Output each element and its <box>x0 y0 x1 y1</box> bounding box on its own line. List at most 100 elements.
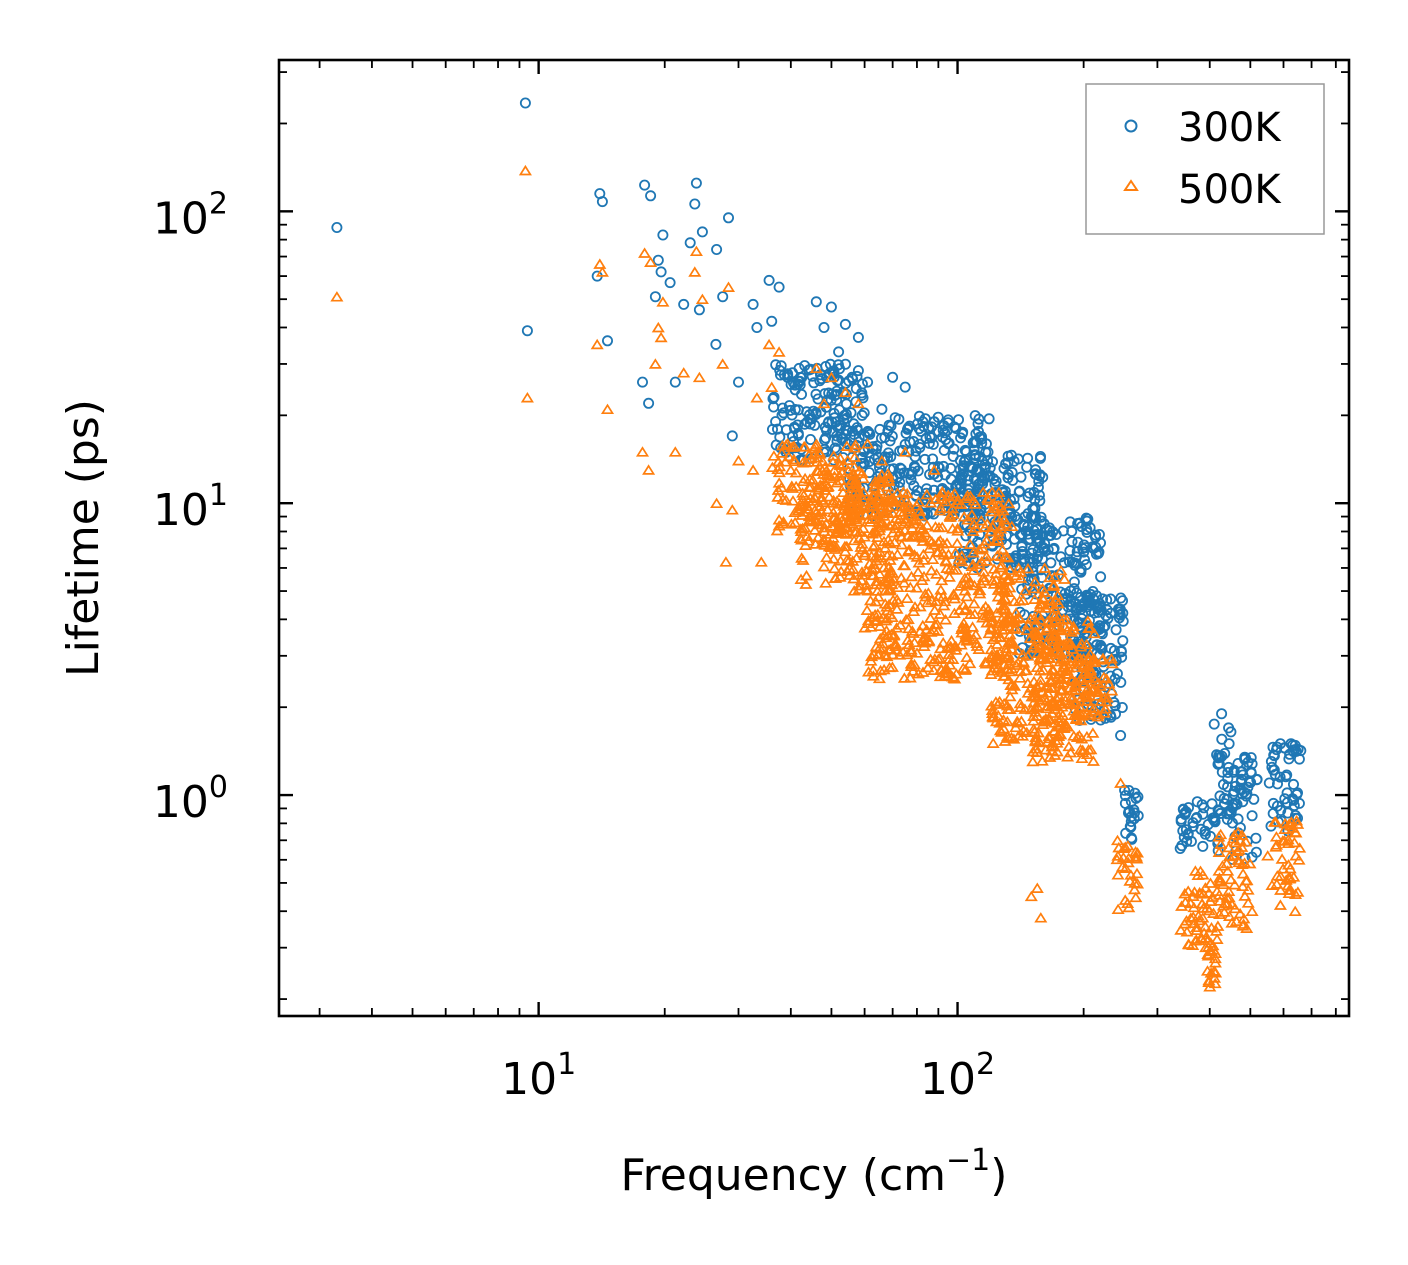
point-500k <box>1033 614 1047 625</box>
point-500k <box>788 516 802 528</box>
point-300k <box>814 375 826 387</box>
point-500k <box>963 657 977 669</box>
point-300k <box>693 304 705 316</box>
point-500k <box>804 480 818 492</box>
point-500k <box>1031 726 1046 738</box>
point-500k <box>841 493 855 505</box>
point-300k <box>855 452 867 464</box>
point-500k <box>927 538 941 550</box>
point-300k <box>726 430 738 442</box>
point-500k <box>861 437 875 449</box>
point-500k <box>868 481 882 493</box>
point-500k <box>821 503 835 515</box>
point-500k <box>1204 945 1219 957</box>
point-500k <box>1064 746 1078 758</box>
point-500k <box>985 486 999 497</box>
point-500k <box>857 486 871 497</box>
point-300k <box>1000 458 1012 470</box>
point-300k <box>927 461 939 473</box>
point-500k <box>960 632 974 643</box>
point-300k <box>1293 797 1305 809</box>
point-300k <box>852 365 864 377</box>
point-500k <box>1042 652 1056 663</box>
point-500k <box>1038 643 1052 654</box>
point-500k <box>1070 731 1084 742</box>
point-300k <box>1204 830 1216 842</box>
point-500k <box>1085 654 1100 665</box>
point-500k <box>922 542 936 554</box>
point-300k <box>1174 843 1186 855</box>
point-300k <box>1216 766 1228 778</box>
point-300k <box>1081 515 1093 527</box>
point-300k <box>655 266 667 278</box>
point-500k <box>1265 879 1279 890</box>
point-500k <box>911 566 925 577</box>
point-500k <box>941 548 956 560</box>
point-300k <box>976 431 988 443</box>
point-500k <box>1013 612 1027 623</box>
point-300k <box>1090 541 1102 553</box>
point-300k <box>711 243 723 255</box>
point-300k <box>1132 810 1144 822</box>
point-500k <box>786 495 800 506</box>
point-300k <box>1283 753 1295 765</box>
point-500k <box>903 671 917 683</box>
point-500k <box>1119 862 1133 874</box>
point-300k <box>1225 726 1237 738</box>
point-300k <box>840 424 852 436</box>
point-500k <box>851 397 865 409</box>
point-500k <box>1000 652 1014 664</box>
legend-marker-500k <box>1123 179 1139 191</box>
point-500k <box>1213 874 1227 886</box>
point-300k <box>1239 753 1251 765</box>
point-500k <box>1043 617 1057 628</box>
point-500k <box>1060 613 1074 625</box>
point-500k <box>965 508 979 520</box>
point-300k <box>1117 635 1129 647</box>
point-500k <box>1000 573 1014 584</box>
point-500k <box>944 634 959 646</box>
point-500k <box>1274 870 1288 882</box>
point-500k <box>907 636 922 648</box>
point-300k <box>766 315 778 327</box>
point-500k <box>945 502 960 514</box>
point-500k <box>917 640 931 651</box>
point-500k <box>916 548 930 560</box>
point-300k <box>870 443 882 455</box>
point-300k <box>645 190 657 202</box>
point-500k <box>692 371 706 383</box>
point-300k <box>1113 603 1125 615</box>
point-500k <box>828 572 842 583</box>
point-500k <box>1044 595 1058 607</box>
point-300k <box>1213 750 1225 762</box>
point-300k <box>1095 571 1107 583</box>
point-300k <box>1094 620 1106 632</box>
point-500k <box>963 538 977 549</box>
point-300k <box>902 422 914 434</box>
point-500k <box>644 256 658 267</box>
point-300k <box>770 359 782 371</box>
point-500k <box>635 446 650 457</box>
point-500k <box>848 479 862 490</box>
point-300k <box>808 377 820 389</box>
point-300k <box>1075 566 1087 578</box>
point-300k <box>792 429 804 441</box>
point-500k <box>981 603 996 615</box>
point-300k <box>792 404 804 416</box>
point-500k <box>1239 836 1253 847</box>
point-500k <box>882 471 896 483</box>
point-500k <box>881 480 895 492</box>
point-500k <box>1123 875 1137 886</box>
point-300k <box>1202 819 1214 831</box>
point-500k <box>1074 714 1088 726</box>
point-300k <box>1074 517 1086 529</box>
point-500k <box>1190 924 1204 935</box>
point-500k <box>805 509 819 520</box>
point-500k <box>773 460 787 472</box>
point-500k <box>820 481 835 493</box>
point-500k <box>988 658 1003 670</box>
point-300k <box>1009 500 1021 512</box>
point-300k <box>919 498 931 510</box>
point-500k <box>1050 745 1064 757</box>
point-500k <box>998 623 1012 635</box>
